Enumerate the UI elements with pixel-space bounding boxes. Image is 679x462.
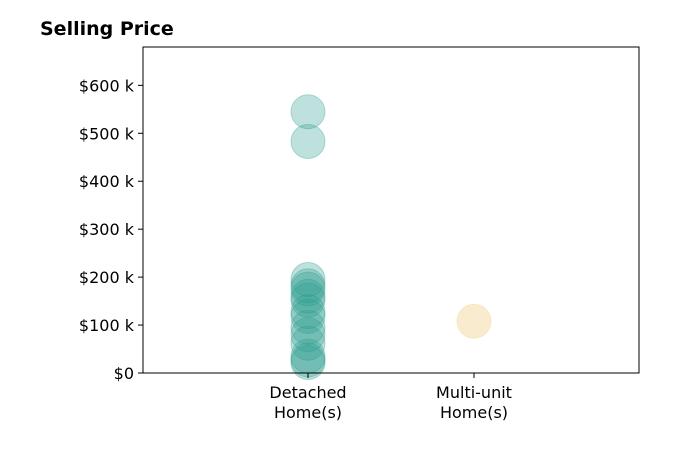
y-axis: $0 $100 k $200 k $300 k $400 k $500 k $600 k (79, 76, 143, 383)
data-point (290, 278, 326, 314)
y-tick-label: $200 k (79, 268, 135, 287)
data-point (290, 317, 326, 353)
data-point (290, 271, 326, 307)
x-tick-label-line: Home(s) (440, 403, 508, 422)
chart-title: Selling Price (40, 18, 174, 40)
data-point (290, 123, 326, 159)
y-tick-label: $100 k (79, 316, 135, 335)
x-tick-label-line: Multi-unit (436, 383, 512, 402)
x-tick-label-line: Detached (269, 383, 346, 402)
data-point (290, 94, 326, 130)
y-tick-label: $300 k (79, 220, 135, 239)
data-point (290, 344, 326, 380)
y-tick-label: $500 k (79, 124, 135, 143)
x-axis: Detached Home(s)Multi-unit Home(s) (269, 373, 512, 422)
data-point (290, 298, 326, 334)
data-point (290, 262, 326, 298)
y-tick-label: $0 (114, 364, 134, 383)
y-tick-label: $600 k (79, 76, 135, 95)
x-tick-label: Detached Home(s) (269, 383, 346, 422)
x-tick-label: Multi-unit Home(s) (436, 383, 512, 422)
y-tick-label: $400 k (79, 172, 135, 191)
data-point (290, 282, 326, 318)
data-point (290, 309, 326, 345)
data-point (290, 325, 326, 361)
data-point (290, 294, 326, 330)
data-point (290, 268, 326, 304)
plot-area-frame (142, 46, 640, 374)
data-point (456, 303, 492, 339)
x-tick-label-line: Home(s) (274, 403, 342, 422)
data-points (290, 94, 492, 380)
